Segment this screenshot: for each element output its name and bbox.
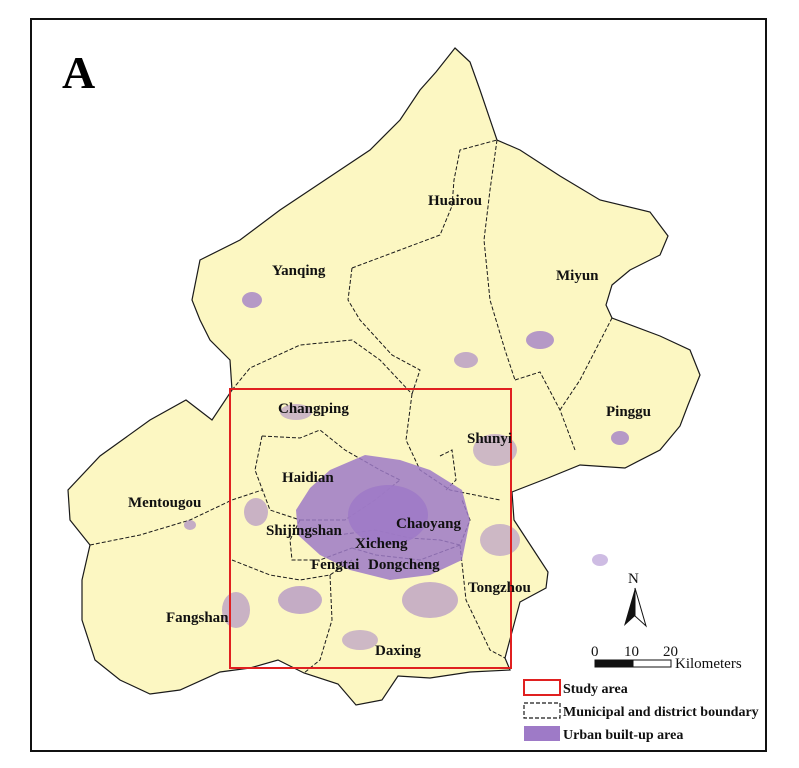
label-tongzhou: Tongzhou	[468, 580, 531, 596]
label-changping: Changping	[278, 401, 349, 417]
label-chaoyang: Chaoyang	[396, 516, 462, 532]
beijing-municipality	[67, 47, 701, 706]
legend-boundary-swatch	[523, 702, 561, 719]
legend-study-area-label: Study area	[563, 682, 628, 697]
legend: Study area Municipal and district bounda…	[523, 679, 759, 743]
scale-tick-20: 20	[663, 644, 678, 660]
label-shunyi: Shunyi	[467, 431, 512, 447]
scale-unit: Kilometers	[675, 656, 742, 672]
label-mentougou: Mentougou	[128, 495, 201, 511]
label-xicheng: Xicheng	[355, 536, 408, 552]
label-miyun: Miyun	[556, 268, 599, 284]
urban-built-up-areas	[184, 292, 629, 650]
label-daxing: Daxing	[375, 643, 421, 659]
label-dongcheng: Dongcheng	[368, 557, 440, 573]
label-huairou: Huairou	[428, 193, 482, 209]
label-pinggu: Pinggu	[606, 404, 651, 420]
label-fangshan: Fangshan	[166, 610, 229, 626]
label-yanqing: Yanqing	[272, 263, 326, 279]
legend-study-area-swatch	[523, 679, 561, 696]
panel-label: A	[62, 47, 95, 98]
north-arrow: N	[624, 571, 647, 628]
legend-urban-swatch	[524, 726, 560, 741]
scale-tick-10: 10	[624, 644, 639, 660]
district-labels: Huairou Yanqing Miyun Changping Pinggu S…	[128, 193, 651, 659]
legend-urban-label: Urban built-up area	[563, 728, 683, 743]
scale-tick-0: 0	[591, 644, 599, 660]
scale-bar: 0 10 20 Kilometers	[591, 644, 742, 672]
north-arrow-label: N	[628, 571, 639, 587]
label-haidian: Haidian	[282, 470, 334, 486]
study-area-rectangle	[229, 388, 512, 669]
label-shijingshan: Shijingshan	[266, 523, 343, 539]
legend-boundary-label: Municipal and district boundary	[563, 705, 759, 720]
north-arrow-icon	[624, 588, 635, 626]
label-fengtai: Fengtai	[311, 557, 359, 573]
